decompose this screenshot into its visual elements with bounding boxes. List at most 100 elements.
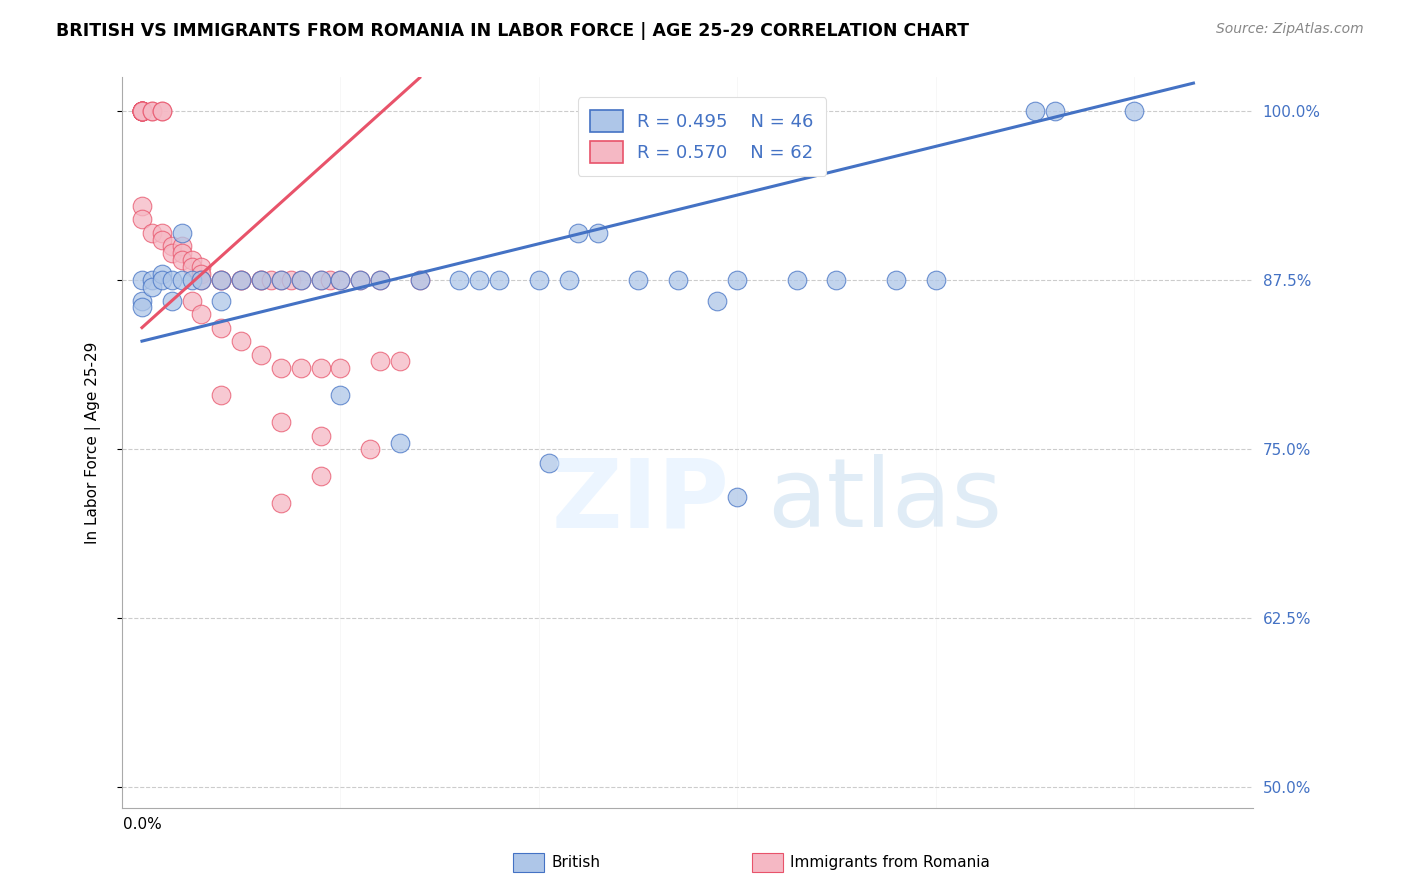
- Point: [209, 293, 232, 308]
- Point: [231, 273, 253, 287]
- Point: [209, 320, 232, 334]
- Point: [368, 354, 391, 368]
- Point: [270, 415, 292, 429]
- Point: [190, 260, 212, 274]
- Point: [280, 273, 302, 287]
- Point: [170, 246, 193, 260]
- Point: [706, 293, 728, 308]
- Point: [141, 226, 163, 240]
- Point: [170, 239, 193, 253]
- Point: [290, 273, 312, 287]
- Point: [131, 104, 153, 119]
- Point: [290, 361, 312, 376]
- Y-axis label: In Labor Force | Age 25-29: In Labor Force | Age 25-29: [86, 342, 101, 544]
- Point: [160, 239, 183, 253]
- Point: [627, 273, 650, 287]
- Point: [150, 273, 173, 287]
- Point: [309, 273, 332, 287]
- Point: [409, 273, 432, 287]
- Point: [270, 273, 292, 287]
- Point: [231, 273, 253, 287]
- Point: [290, 273, 312, 287]
- Point: [319, 273, 342, 287]
- Point: [449, 273, 471, 287]
- Point: [349, 273, 371, 287]
- Point: [329, 273, 352, 287]
- Point: [329, 388, 352, 402]
- Point: [131, 301, 153, 315]
- Point: [567, 226, 589, 240]
- Point: [1024, 104, 1046, 119]
- Point: [131, 104, 153, 119]
- Point: [250, 273, 273, 287]
- Point: [209, 273, 232, 287]
- Point: [141, 280, 163, 294]
- Legend: R = 0.495    N = 46, R = 0.570    N = 62: R = 0.495 N = 46, R = 0.570 N = 62: [578, 97, 827, 176]
- Point: [260, 273, 283, 287]
- Point: [209, 273, 232, 287]
- Point: [131, 273, 153, 287]
- Point: [231, 273, 253, 287]
- Point: [588, 226, 610, 240]
- Point: [150, 226, 173, 240]
- Point: [409, 273, 432, 287]
- Point: [190, 273, 212, 287]
- Point: [131, 104, 153, 119]
- Point: [527, 273, 550, 287]
- Point: [309, 429, 332, 443]
- Point: [359, 442, 381, 457]
- Point: [190, 273, 212, 287]
- Point: [131, 104, 153, 119]
- Point: [160, 293, 183, 308]
- Point: [388, 354, 411, 368]
- Point: [131, 104, 153, 119]
- Point: [1043, 104, 1066, 119]
- Point: [537, 456, 560, 470]
- Text: Source: ZipAtlas.com: Source: ZipAtlas.com: [1216, 22, 1364, 37]
- Point: [309, 469, 332, 483]
- Point: [825, 273, 848, 287]
- Point: [180, 273, 202, 287]
- Point: [725, 490, 748, 504]
- Point: [468, 273, 491, 287]
- Point: [160, 273, 183, 287]
- Point: [329, 361, 352, 376]
- Point: [349, 273, 371, 287]
- Point: [666, 273, 689, 287]
- Point: [557, 273, 579, 287]
- Text: British: British: [551, 855, 600, 870]
- Point: [1123, 104, 1146, 119]
- Point: [131, 199, 153, 213]
- Text: Immigrants from Romania: Immigrants from Romania: [790, 855, 990, 870]
- Point: [131, 212, 153, 227]
- Point: [270, 273, 292, 287]
- Point: [270, 496, 292, 510]
- Point: [786, 273, 808, 287]
- Point: [150, 104, 173, 119]
- Point: [160, 246, 183, 260]
- Point: [190, 267, 212, 281]
- Point: [180, 260, 202, 274]
- Point: [131, 293, 153, 308]
- Point: [141, 104, 163, 119]
- Point: [131, 104, 153, 119]
- Point: [131, 104, 153, 119]
- Point: [170, 252, 193, 267]
- Point: [150, 233, 173, 247]
- Point: [141, 273, 163, 287]
- Point: [924, 273, 946, 287]
- Point: [170, 273, 193, 287]
- Point: [309, 273, 332, 287]
- Point: [488, 273, 510, 287]
- Point: [250, 348, 273, 362]
- Point: [209, 388, 232, 402]
- Point: [131, 104, 153, 119]
- Point: [329, 273, 352, 287]
- Point: [309, 361, 332, 376]
- Point: [131, 104, 153, 119]
- Text: ZIP: ZIP: [551, 455, 730, 548]
- Point: [388, 435, 411, 450]
- Point: [368, 273, 391, 287]
- Point: [725, 273, 748, 287]
- Point: [180, 293, 202, 308]
